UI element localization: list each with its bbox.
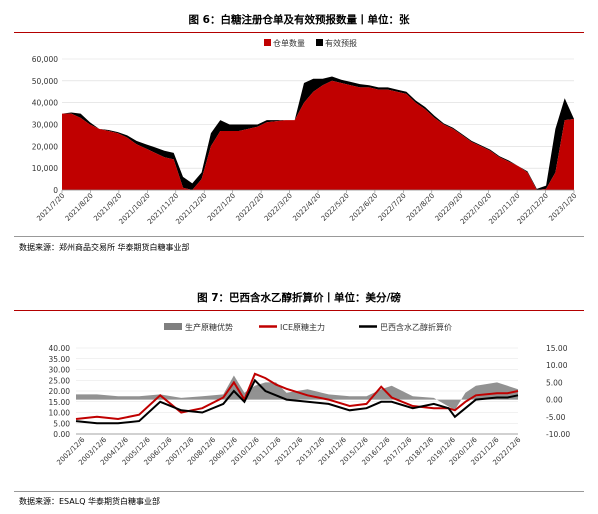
series-line-2	[75, 378, 519, 425]
chart1-legend: 仓单数量 有效预报	[264, 38, 357, 48]
legend-label-0: 仓单数量	[273, 38, 305, 48]
legend-swatch-0	[164, 323, 182, 330]
y-tick-label: 20,000	[32, 142, 58, 151]
x-tick-label: 2022/8/20	[405, 192, 436, 223]
figure-7-title: 图 7：巴西含水乙醇折算价丨单位：美分/磅	[197, 292, 401, 304]
series-area-warehouse-receipts	[62, 80, 574, 190]
y-left-tick-label: 0.00	[53, 430, 70, 439]
y-left-tick-label: 15.00	[49, 398, 71, 407]
y-right-tick-label: 10.00	[546, 361, 568, 370]
figure-7-top-rule	[14, 310, 584, 311]
chart2-legend: 生产原糖优势 ICE原糖主力 巴西含水乙醇折算价	[164, 322, 452, 332]
y-right-tick-label: -10.00	[546, 430, 570, 439]
y-tick-label: 0	[53, 186, 58, 195]
y-left-tick-label: 40.00	[49, 344, 71, 353]
legend-label-1: 有效预报	[325, 38, 357, 48]
y-left-tick-label: 5.00	[53, 419, 70, 428]
y-tick-label: 40,000	[32, 99, 58, 108]
figure-6-source: 数据来源：郑州商品交易所 华泰期货白糖事业部	[19, 243, 190, 252]
y-left-tick-label: 35.00	[49, 355, 71, 364]
legend-swatch-0	[264, 39, 271, 46]
y-tick-label: 30,000	[32, 121, 58, 130]
chart2-axes: 0.005.0010.0015.0020.0025.0030.0035.0040…	[49, 344, 571, 467]
x-tick-label: 2022/1/20	[206, 192, 237, 223]
x-tick-label: 2022/5/20	[320, 192, 351, 223]
figure-6-top-rule	[14, 32, 584, 33]
figure-7-source: 数据来源：ESALQ 华泰期货白糖事业部	[19, 497, 161, 506]
figure-7-bottom-rule	[14, 491, 584, 492]
x-tick-label: 2021/7/20	[35, 192, 66, 223]
y-right-tick-label: 0.00	[546, 396, 563, 405]
legend-label-2: 巴西含水乙醇折算价	[380, 322, 452, 332]
chart-brazil-hydrous-ethanol-price: 生产原糖优势 ICE原糖主力 巴西含水乙醇折算价 0.005.0010.0015.0…	[49, 322, 571, 467]
legend-swatch-1	[316, 39, 323, 46]
chart1-areas	[62, 76, 574, 190]
y-tick-label: 50,000	[32, 77, 58, 86]
y-left-tick-label: 25.00	[49, 376, 71, 385]
legend-label-1: ICE原糖主力	[280, 322, 325, 332]
y-tick-label: 60,000	[32, 55, 58, 64]
x-tick-label: 2022/4/20	[291, 192, 322, 223]
x-tick-label: 2022/2/20	[234, 192, 265, 223]
x-tick-label: 2022/6/20	[348, 192, 379, 223]
y-tick-label: 10,000	[32, 164, 58, 173]
y-left-tick-label: 30.00	[49, 366, 71, 375]
x-tick-label: 2021/8/20	[64, 192, 95, 223]
legend-label-0: 生产原糖优势	[185, 322, 233, 332]
y-right-tick-label: 15.00	[546, 344, 568, 353]
figure-6-title: 图 6：白糖注册仓单及有效预报数量丨单位：张	[188, 14, 410, 26]
x-tick-label: 2022/7/20	[377, 192, 408, 223]
chart2-series	[75, 372, 519, 425]
figure-6-bottom-rule	[14, 236, 584, 237]
y-right-tick-label: -5.00	[546, 413, 566, 422]
x-tick-label: 2022/3/20	[263, 192, 294, 223]
y-left-tick-label: 20.00	[49, 387, 71, 396]
y-right-tick-label: 5.00	[546, 378, 563, 387]
x-tick-label: 2023/1/20	[547, 192, 578, 223]
chart-registered-warehouse-receipts: 仓单数量 有效预报 0 10,000 20,000 30,000 40,000 50,000…	[32, 38, 579, 226]
y-left-tick-label: 10.00	[49, 409, 71, 418]
